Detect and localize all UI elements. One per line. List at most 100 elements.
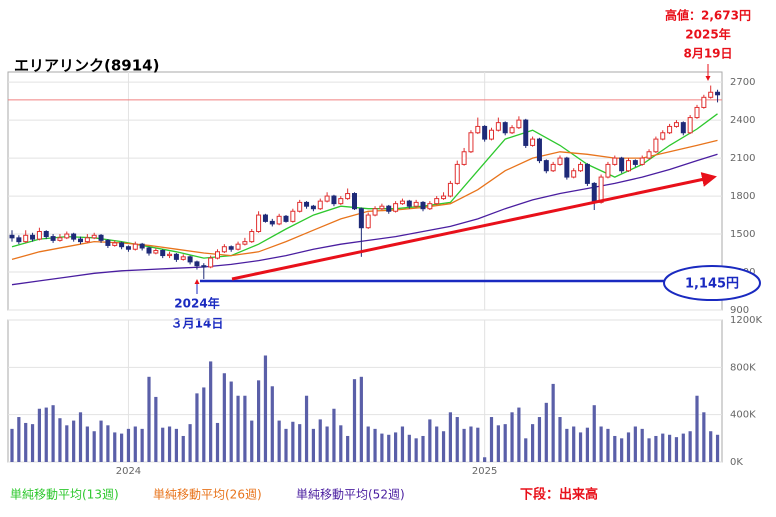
volume-bar xyxy=(257,380,261,462)
candle-body xyxy=(564,157,570,178)
volume-bar xyxy=(496,425,500,462)
candle-body xyxy=(523,119,529,146)
volume-bar xyxy=(318,419,322,462)
volume-bar xyxy=(188,424,192,462)
candle-body xyxy=(598,176,604,203)
candle-body xyxy=(78,238,83,243)
volume-bar xyxy=(58,418,62,462)
low-annotation: ３月14日 xyxy=(171,317,224,331)
candle-body xyxy=(550,163,556,172)
candle-body xyxy=(420,201,426,210)
legend-label: 単純移動平均(13週) xyxy=(10,488,119,502)
volume-bar xyxy=(154,396,158,462)
y-tick-label: 0K xyxy=(730,457,743,468)
volume-bar xyxy=(222,373,226,462)
candle-body xyxy=(201,265,207,268)
candle-body xyxy=(215,251,220,259)
candle-body xyxy=(235,243,241,250)
volume-bar xyxy=(489,417,494,462)
low-price-label: 1,145円 xyxy=(685,277,739,292)
candle-body xyxy=(413,201,419,207)
volume-bar xyxy=(44,407,48,462)
volume-bar xyxy=(462,428,466,462)
candle-body xyxy=(180,256,186,260)
candle-body xyxy=(427,203,433,210)
candle-body xyxy=(249,231,255,243)
volume-bar xyxy=(613,435,617,462)
candle-body xyxy=(146,247,152,254)
candle-body xyxy=(482,125,488,140)
candle-body xyxy=(372,208,378,216)
price-frame xyxy=(7,71,723,311)
candle-body xyxy=(489,129,494,140)
candle-body xyxy=(276,215,282,225)
candle-body xyxy=(358,208,364,229)
candle-body xyxy=(119,242,125,248)
volume-bar xyxy=(394,432,398,462)
candle-body xyxy=(571,170,577,178)
candle-body xyxy=(379,205,385,210)
volume-bar xyxy=(640,428,644,462)
candle-body xyxy=(228,246,234,250)
volume-bar xyxy=(263,355,268,462)
candle-body xyxy=(112,242,118,246)
trend-arrow xyxy=(231,172,717,281)
candle-body xyxy=(673,122,679,127)
candle-body xyxy=(16,237,22,243)
volume-bar xyxy=(387,434,391,462)
candle-body xyxy=(605,163,611,178)
candle-body xyxy=(173,253,179,260)
y-tick-label: 1500 xyxy=(730,229,755,240)
candle-body xyxy=(557,157,563,165)
candle-body xyxy=(687,117,693,134)
volume-bar xyxy=(291,421,295,462)
candle-body xyxy=(310,205,316,210)
candle-body xyxy=(283,215,289,222)
volume-bar xyxy=(688,431,692,462)
candle-body xyxy=(365,214,371,229)
candle-body xyxy=(612,157,618,165)
candle-body xyxy=(468,132,474,153)
candle-body xyxy=(454,163,460,184)
volume-bar xyxy=(633,426,637,462)
candle-body xyxy=(242,241,248,245)
candle-body xyxy=(50,236,56,241)
candle-body xyxy=(715,91,721,96)
volume-bar xyxy=(85,426,89,462)
candle-body xyxy=(708,91,714,98)
volume-bar xyxy=(352,379,357,462)
volume-bar xyxy=(428,419,432,462)
candle-body xyxy=(160,250,166,257)
volume-bar xyxy=(585,427,589,462)
legend-label: 単純移動平均(52週) xyxy=(296,488,405,502)
volume-bar xyxy=(551,383,555,462)
volume-bar xyxy=(565,428,569,462)
candle-body xyxy=(36,231,42,240)
candle-body xyxy=(345,193,351,200)
volume-bar xyxy=(476,427,480,462)
candle-body xyxy=(516,119,522,129)
candle-body xyxy=(23,234,29,243)
candle-body xyxy=(447,182,453,197)
volume-bar xyxy=(421,435,425,462)
x-tick-label: 2024 xyxy=(116,466,141,477)
volume-bar xyxy=(284,428,288,462)
volume-bar xyxy=(400,426,405,462)
volume-bar xyxy=(72,420,76,462)
volume-bar xyxy=(181,435,185,462)
volume-bar xyxy=(572,426,576,462)
candle-body xyxy=(475,125,481,134)
candle-body xyxy=(619,157,625,172)
candle-body xyxy=(30,234,36,240)
volume-bar xyxy=(202,387,206,462)
candle-body xyxy=(502,122,508,134)
volume-bar xyxy=(10,428,14,462)
volume-bar xyxy=(517,407,521,462)
high-annotation: 2025年 xyxy=(685,27,730,42)
candle-body xyxy=(646,151,652,159)
volume-bar xyxy=(161,427,165,462)
volume-bar xyxy=(414,438,418,462)
volume-bar xyxy=(325,426,329,462)
candle-body xyxy=(132,243,138,250)
volume-bar xyxy=(715,434,720,462)
